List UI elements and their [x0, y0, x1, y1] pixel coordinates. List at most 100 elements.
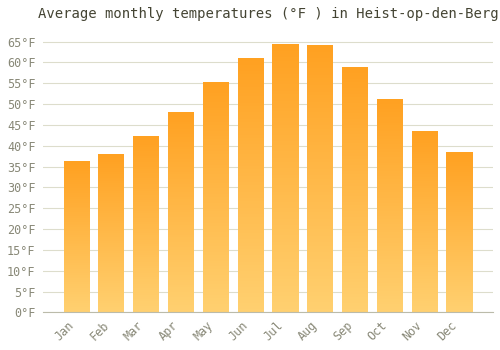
Bar	[98, 295, 124, 296]
Bar	[377, 102, 403, 104]
Bar	[412, 140, 438, 142]
Bar	[203, 139, 229, 142]
Bar	[272, 202, 298, 205]
Bar	[238, 179, 264, 182]
Bar	[307, 289, 334, 293]
Bar	[307, 149, 334, 152]
Bar	[168, 287, 194, 290]
Bar	[272, 178, 298, 182]
Bar	[133, 145, 160, 147]
Bar	[412, 301, 438, 303]
Bar	[238, 243, 264, 246]
Bar	[342, 309, 368, 313]
Bar	[203, 131, 229, 134]
Bar	[307, 51, 334, 55]
Bar	[64, 295, 90, 298]
Bar	[98, 189, 124, 191]
Bar	[168, 189, 194, 192]
Bar	[342, 190, 368, 193]
Bar	[412, 179, 438, 181]
Bar	[238, 233, 264, 236]
Bar	[377, 158, 403, 160]
Bar	[133, 297, 160, 299]
Bar	[64, 190, 90, 191]
Bar	[64, 161, 90, 163]
Bar	[168, 308, 194, 310]
Bar	[133, 202, 160, 204]
Bar	[412, 142, 438, 145]
Bar	[64, 275, 90, 276]
Bar	[98, 265, 124, 267]
Bar	[203, 275, 229, 278]
Bar	[98, 191, 124, 194]
Bar	[98, 301, 124, 302]
Bar	[168, 285, 194, 287]
Bar	[168, 197, 194, 199]
Bar	[307, 209, 334, 212]
Bar	[412, 249, 438, 251]
Bar	[307, 252, 334, 256]
Bar	[64, 286, 90, 288]
Bar	[168, 270, 194, 272]
Bar	[98, 261, 124, 263]
Bar	[238, 144, 264, 147]
Bar	[272, 266, 298, 269]
Bar	[412, 181, 438, 183]
Bar	[133, 301, 160, 304]
Bar	[412, 292, 438, 294]
Bar	[238, 236, 264, 239]
Bar	[272, 111, 298, 114]
Bar	[168, 250, 194, 252]
Bar	[307, 225, 334, 229]
Bar	[412, 193, 438, 195]
Bar	[203, 289, 229, 292]
Bar	[307, 202, 334, 205]
Bar	[133, 248, 160, 251]
Bar	[64, 250, 90, 252]
Bar	[342, 70, 368, 73]
Bar	[238, 80, 264, 84]
Bar	[342, 242, 368, 245]
Bar	[168, 117, 194, 119]
Bar	[446, 216, 472, 218]
Bar	[412, 204, 438, 206]
Bar	[342, 125, 368, 128]
Bar	[446, 188, 472, 190]
Bar	[133, 286, 160, 288]
Bar	[307, 229, 334, 232]
Bar	[377, 190, 403, 192]
Bar	[446, 230, 472, 232]
Bar	[238, 230, 264, 233]
Bar	[272, 145, 298, 148]
Bar	[412, 274, 438, 276]
Bar	[446, 196, 472, 198]
Bar	[307, 262, 334, 266]
Bar	[64, 265, 90, 267]
Bar	[133, 189, 160, 191]
Bar	[342, 149, 368, 153]
Bar	[168, 147, 194, 149]
Bar	[98, 207, 124, 209]
Bar	[342, 248, 368, 251]
Bar	[446, 262, 472, 264]
Bar	[377, 307, 403, 310]
Bar	[64, 216, 90, 218]
Bar	[307, 105, 334, 108]
Bar	[238, 93, 264, 96]
Bar	[272, 302, 298, 306]
Bar	[133, 222, 160, 224]
Bar	[168, 230, 194, 232]
Bar	[307, 48, 334, 51]
Bar	[203, 269, 229, 272]
Bar	[307, 192, 334, 195]
Bar	[377, 291, 403, 294]
Bar	[238, 268, 264, 271]
Bar	[342, 260, 368, 263]
Bar	[412, 294, 438, 297]
Bar	[272, 299, 298, 302]
Bar	[238, 176, 264, 179]
Bar	[64, 186, 90, 188]
Bar	[272, 249, 298, 252]
Bar	[133, 171, 160, 173]
Bar	[412, 208, 438, 210]
